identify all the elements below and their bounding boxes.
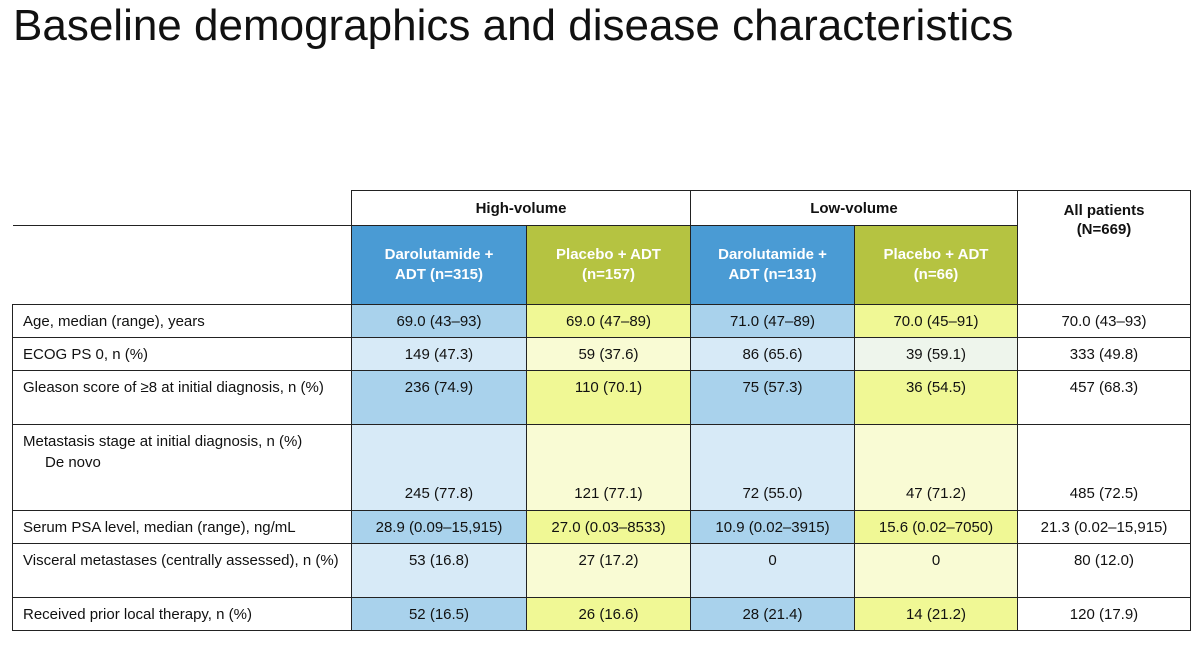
table-cell: 69.0 (43–93) — [351, 304, 527, 338]
table-cell: 0 — [854, 543, 1018, 598]
page-title: Baseline demographics and disease charac… — [13, 1, 1014, 50]
subheader-darolutamide-low: Darolutamide + ADT (n=131) — [690, 225, 855, 305]
table-cell: 86 (65.6) — [690, 337, 855, 371]
baseline-table: High-volume Low-volume All patients (N=6… — [12, 190, 1191, 631]
table-cell: 121 (77.1) — [526, 424, 691, 511]
table-row: Gleason score of ≥8 at initial diagnosis… — [12, 370, 1191, 425]
table-cell: 15.6 (0.02–7050) — [854, 510, 1018, 544]
table-cell: 69.0 (47–89) — [526, 304, 691, 338]
subheader-placebo-low: Placebo + ADT (n=66) — [854, 225, 1018, 305]
table-cell: 120 (17.9) — [1017, 597, 1191, 631]
table-cell: 0 — [690, 543, 855, 598]
table-cell: 236 (74.9) — [351, 370, 527, 425]
subheader-darolutamide-high: Darolutamide + ADT (n=315) — [351, 225, 527, 305]
row-label: Received prior local therapy, n (%) — [12, 597, 352, 631]
header-blank-cell — [12, 190, 352, 226]
table-cell: 36 (54.5) — [854, 370, 1018, 425]
row-label: Gleason score of ≥8 at initial diagnosis… — [12, 370, 352, 425]
table-cell: 14 (21.2) — [854, 597, 1018, 631]
row-label-text: Metastasis stage at initial diagnosis, n… — [23, 433, 303, 450]
table-cell: 71.0 (47–89) — [690, 304, 855, 338]
all-patients-label: All patients — [1063, 202, 1145, 219]
table-cell: 52 (16.5) — [351, 597, 527, 631]
header-blank-cell — [12, 225, 352, 305]
table-cell: 28 (21.4) — [690, 597, 855, 631]
all-patients-count: (N=669) — [1076, 221, 1132, 238]
row-label: Metastasis stage at initial diagnosis, n… — [12, 424, 352, 511]
table-row: Serum PSA level, median (range), ng/mL 2… — [12, 510, 1191, 544]
all-patients-header: All patients (N=669) — [1017, 190, 1191, 305]
subheader-placebo-high: Placebo + ADT (n=157) — [526, 225, 691, 305]
table-cell: 70.0 (43–93) — [1017, 304, 1191, 338]
table-cell: 70.0 (45–91) — [854, 304, 1018, 338]
row-label: ECOG PS 0, n (%) — [12, 337, 352, 371]
table-cell: 245 (77.8) — [351, 424, 527, 511]
table-row: Age, median (range), years 69.0 (43–93) … — [12, 304, 1191, 338]
table-cell: 75 (57.3) — [690, 370, 855, 425]
table-cell: 333 (49.8) — [1017, 337, 1191, 371]
table-cell: 26 (16.6) — [526, 597, 691, 631]
table-cell: 457 (68.3) — [1017, 370, 1191, 425]
table-cell: 59 (37.6) — [526, 337, 691, 371]
table-cell: 21.3 (0.02–15,915) — [1017, 510, 1191, 544]
table-cell: 53 (16.8) — [351, 543, 527, 598]
table-cell: 39 (59.1) — [854, 337, 1018, 371]
row-sublabel: De novo — [45, 454, 101, 471]
row-label: Visceral metastases (centrally assessed)… — [12, 543, 352, 598]
row-label: Age, median (range), years — [12, 304, 352, 338]
table-cell: 27 (17.2) — [526, 543, 691, 598]
row-label: Serum PSA level, median (range), ng/mL — [12, 510, 352, 544]
table-cell: 72 (55.0) — [690, 424, 855, 511]
table-row: Visceral metastases (centrally assessed)… — [12, 543, 1191, 598]
low-volume-header: Low-volume — [690, 190, 1018, 226]
table-cell: 28.9 (0.09–15,915) — [351, 510, 527, 544]
table-cell: 110 (70.1) — [526, 370, 691, 425]
table-row: ECOG PS 0, n (%) 149 (47.3) 59 (37.6) 86… — [12, 337, 1191, 371]
table-cell: 47 (71.2) — [854, 424, 1018, 511]
table-row: Received prior local therapy, n (%) 52 (… — [12, 597, 1191, 631]
table-cell: 485 (72.5) — [1017, 424, 1191, 511]
table-row: Metastasis stage at initial diagnosis, n… — [12, 424, 1191, 511]
high-volume-header: High-volume — [351, 190, 691, 226]
table-cell: 27.0 (0.03–8533) — [526, 510, 691, 544]
table-cell: 80 (12.0) — [1017, 543, 1191, 598]
table-cell: 149 (47.3) — [351, 337, 527, 371]
table-cell: 10.9 (0.02–3915) — [690, 510, 855, 544]
